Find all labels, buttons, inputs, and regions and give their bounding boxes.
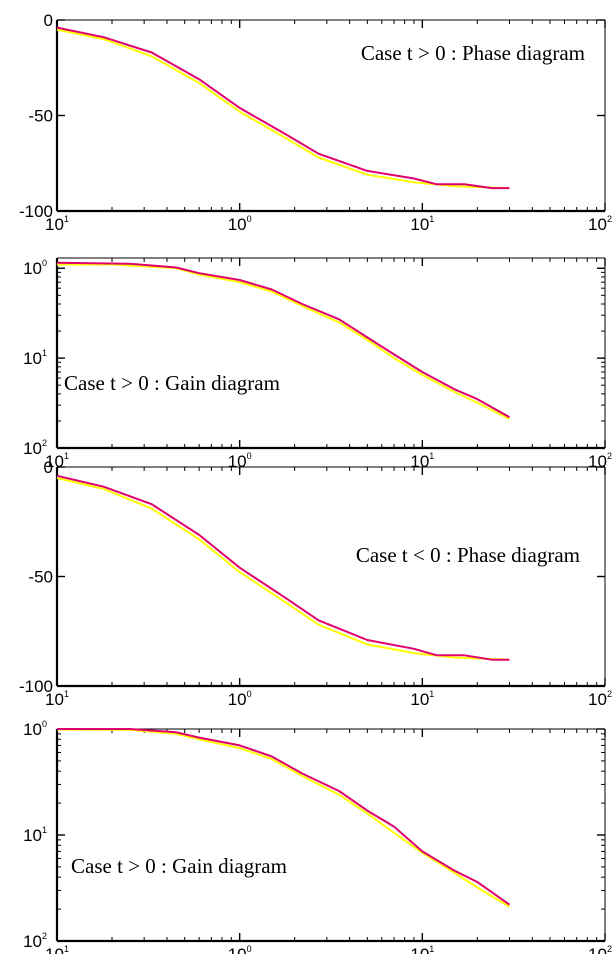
- y-tick-label: -50: [28, 568, 53, 587]
- x-tick-label: 100: [228, 214, 252, 234]
- series-line-2: [56, 474, 510, 661]
- series-line-2: [56, 261, 510, 419]
- panel-annotation: Case t > 0 : Phase diagram: [361, 41, 585, 65]
- x-tick-label: 101: [45, 689, 69, 709]
- x-tick-label: 101: [45, 451, 69, 471]
- y-tick-label: -50: [28, 107, 53, 126]
- x-tick-label: 101: [410, 944, 434, 954]
- panel-1: 101 100 101 102 0 -50 -100 Case t > 0 : Phase d…: [19, 11, 612, 234]
- y-tick-label: 102: [23, 931, 47, 951]
- x-tick-label: 101: [410, 451, 434, 471]
- panel-3: 101 100 101 102 0 -50 -100 Case t < 0 : Phase d…: [19, 458, 612, 709]
- x-tick-label: 102: [588, 451, 612, 471]
- y-tick-label: 100: [23, 719, 47, 739]
- series-line-2: [56, 26, 510, 190]
- y-tick-label: 0: [44, 11, 53, 30]
- x-tick-label: 100: [228, 689, 252, 709]
- y-tick-label: 101: [23, 348, 47, 368]
- series-line-2: [57, 728, 511, 906]
- panel-annotation: Case t > 0 : Gain diagram: [64, 371, 280, 395]
- x-tick-label: 100: [228, 944, 252, 954]
- x-tick-label: 101: [45, 214, 69, 234]
- y-tick-label: -100: [19, 202, 53, 221]
- y-tick-label: 100: [23, 258, 47, 278]
- panel-annotation: Case t < 0 : Phase diagram: [356, 543, 580, 567]
- x-tick-label: 101: [410, 214, 434, 234]
- series-line-1: [56, 728, 511, 908]
- x-tick-label: 101: [45, 944, 69, 954]
- y-tick-label: 101: [23, 825, 47, 845]
- series-line-1: [56, 477, 510, 661]
- x-tick-label: 102: [588, 944, 612, 954]
- series-line-1: [57, 263, 510, 420]
- series-line-1: [56, 28, 510, 190]
- x-tick-label: 100: [228, 451, 252, 471]
- y-tick-label: -100: [19, 677, 53, 696]
- y-tick-label: 102: [23, 438, 47, 458]
- x-tick-label: 101: [410, 689, 434, 709]
- panel-annotation: Case t > 0 : Gain diagram: [71, 854, 287, 878]
- x-tick-label: 102: [588, 689, 612, 709]
- y-tick-label: 0: [44, 458, 53, 477]
- x-tick-label: 102: [588, 214, 612, 234]
